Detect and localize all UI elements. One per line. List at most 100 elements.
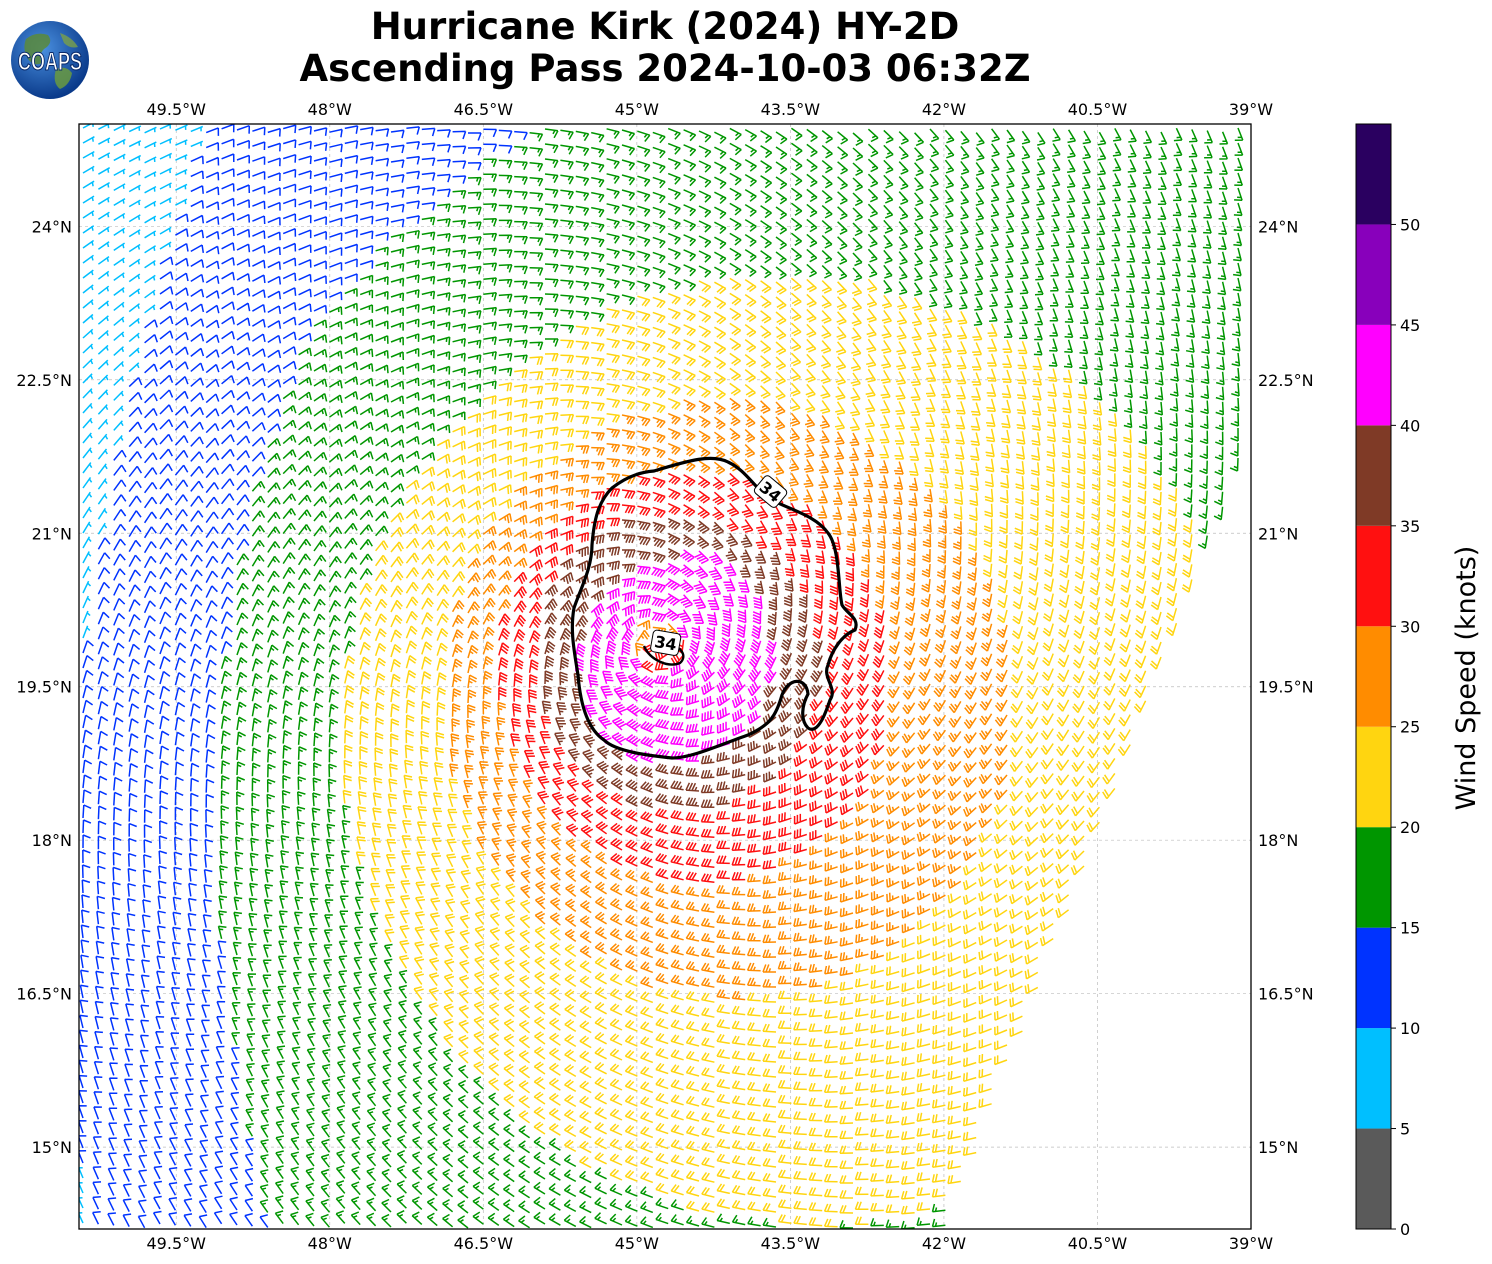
wind-barb: [808, 1053, 823, 1062]
wind-barb: [655, 1002, 669, 1015]
wind-barb: [267, 127, 281, 137]
wind-barb: [1203, 205, 1213, 219]
wind-barb: [481, 715, 491, 730]
wind-barb: [883, 249, 893, 264]
wind-barb: [731, 1140, 746, 1151]
wind-barb: [1139, 355, 1149, 370]
wind-barb: [205, 778, 215, 793]
wind-barb: [1009, 997, 1023, 1008]
wind-barb: [624, 1004, 638, 1017]
wind-barb: [795, 654, 808, 667]
wind-barb: [1136, 535, 1147, 550]
wind-barb: [264, 868, 274, 883]
wind-barb: [97, 537, 111, 550]
wind-barb: [1188, 204, 1197, 218]
wind-barb: [487, 1167, 500, 1182]
wind-barb: [818, 490, 828, 504]
wind-barb: [294, 896, 304, 911]
wind-barb: [442, 1138, 454, 1153]
wind-barb: [1086, 746, 1101, 759]
wind-barb: [397, 1029, 407, 1044]
wind-barb: [793, 992, 807, 1001]
wind-barb: [747, 814, 761, 824]
wind-barb: [1172, 262, 1181, 277]
wind-barb: [1050, 233, 1060, 247]
wind-barb: [549, 957, 561, 971]
wind-barb: [190, 244, 205, 254]
wind-barb: [729, 382, 741, 396]
wind-barb: [579, 1035, 592, 1049]
wind-barb: [606, 248, 620, 259]
wind-barb: [476, 820, 487, 835]
wind-barb: [328, 409, 343, 418]
wind-barb: [400, 894, 411, 909]
wind-barb: [321, 1108, 331, 1123]
wind-barb: [214, 1105, 224, 1120]
wind-barb: [871, 699, 885, 712]
wind-barb: [670, 1079, 684, 1091]
wind-barb: [442, 1183, 454, 1198]
wind-barb: [860, 579, 870, 593]
wind-barb: [282, 242, 297, 252]
wind-barb: [82, 655, 94, 669]
wind-barb: [202, 944, 211, 958]
wind-barb: [886, 936, 900, 947]
wind-barb: [775, 251, 787, 265]
wind-barb: [97, 226, 110, 235]
wind-barb: [1157, 236, 1166, 251]
wind-barb: [1168, 458, 1178, 472]
wind-barb: [641, 660, 654, 674]
wind-barb: [595, 790, 609, 805]
wind-barb: [557, 686, 568, 701]
wind-barb: [839, 981, 854, 991]
wind-barb: [969, 477, 979, 492]
wind-barb: [186, 958, 196, 972]
wind-barb: [518, 1110, 531, 1124]
wind-barb: [978, 1083, 992, 1094]
wind-barb: [1186, 309, 1196, 323]
wind-barb: [682, 534, 695, 548]
wind-barb: [866, 323, 877, 338]
wind-barb: [190, 703, 201, 717]
wind-barb: [419, 760, 429, 775]
wind-barb: [618, 656, 629, 671]
wind-barb: [716, 766, 730, 777]
wind-barb: [298, 303, 312, 312]
wind-barb: [251, 554, 265, 567]
wind-barb: [189, 807, 199, 822]
wind-barb: [582, 734, 595, 749]
wind-barb: [128, 317, 140, 328]
wind-barb: [716, 959, 730, 970]
wind-barb: [556, 701, 567, 716]
wind-barb: [683, 474, 696, 487]
wind-barb: [528, 644, 540, 658]
wind-barb: [985, 428, 996, 443]
wind-barb: [82, 358, 94, 369]
wind-barb: [108, 1107, 118, 1121]
wind-barb: [796, 639, 808, 653]
wind-barb: [282, 508, 297, 520]
wind-barb: [861, 534, 871, 548]
wind-barb: [777, 1094, 792, 1104]
wind-barb: [97, 374, 109, 385]
wind-barb: [805, 353, 817, 368]
wind-barb: [981, 608, 993, 623]
wind-barb: [1141, 250, 1151, 264]
wind-barb: [929, 128, 940, 143]
wind-barb: [969, 462, 980, 477]
wind-barb: [941, 384, 951, 399]
wind-barb: [824, 743, 839, 756]
wind-barb: [445, 883, 456, 898]
wind-barb: [489, 942, 500, 956]
wind-barb: [981, 623, 993, 637]
wind-barb: [854, 1052, 869, 1062]
wind-barb: [809, 845, 823, 856]
wind-barb: [986, 413, 996, 428]
wind-barb: [1001, 414, 1011, 429]
wind-barb: [518, 1170, 531, 1184]
wind-barb: [652, 371, 666, 384]
wind-barb: [1037, 131, 1046, 146]
wind-barb: [916, 1023, 931, 1034]
wind-barb: [637, 235, 651, 247]
wind-barb: [128, 584, 141, 597]
